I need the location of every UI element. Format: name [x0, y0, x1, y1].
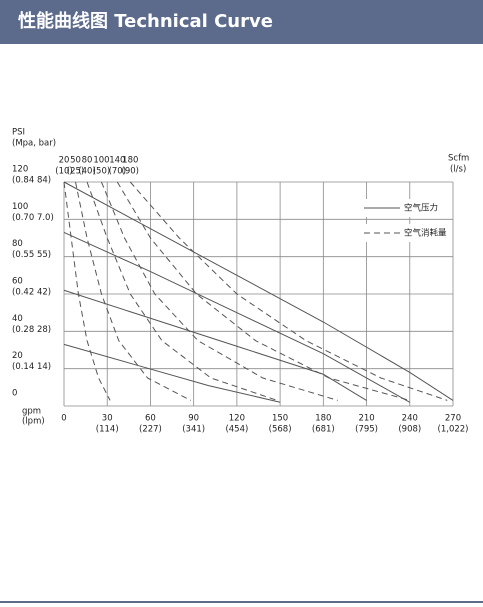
- x-tick-label: 90: [188, 414, 199, 424]
- air-pressure-curve: [63, 289, 367, 401]
- curve-label: 100: [93, 156, 109, 166]
- curve-label-secondary: (50): [93, 167, 110, 177]
- y-tick-label: 80: [12, 239, 23, 249]
- y-tick-label-secondary: (0.70 7.0): [12, 213, 54, 223]
- x-tick-label: 0: [61, 414, 66, 424]
- x-tick-label-secondary: (341): [182, 425, 205, 435]
- y-tick-label-secondary: (0.55 55): [12, 250, 51, 260]
- x-tick-label: 120: [229, 414, 245, 424]
- x-label: gpm: [22, 407, 41, 417]
- legend-label: 空气消耗量: [404, 228, 447, 239]
- curve-label-secondary: (10): [55, 167, 72, 177]
- y-tick-label: 20: [12, 351, 23, 361]
- x-tick-label-secondary: (227): [139, 425, 162, 435]
- x-tick-label: 210: [358, 414, 374, 424]
- x-tick-label-secondary: (568): [269, 425, 292, 435]
- x-tick-label: 270: [445, 414, 461, 424]
- air-consumption-curve: [86, 181, 278, 401]
- y-tick-label-secondary: (0.84 84): [12, 176, 51, 186]
- x-tick-label: 240: [402, 414, 418, 424]
- air-consumption-curve: [75, 181, 192, 401]
- curve-label-secondary: (70): [109, 167, 126, 177]
- chart-title: 性能曲线图 Technical Curve: [18, 10, 273, 32]
- curve-label: 140: [109, 156, 125, 166]
- air-consumption-curve: [129, 181, 448, 401]
- air-consumption-curve: [116, 181, 410, 401]
- air-consumption-curve: [63, 181, 111, 401]
- curve-label-secondary: (90): [122, 167, 139, 177]
- y-label-secondary: (Mpa, bar): [12, 139, 56, 149]
- x-tick-label-secondary: (114): [96, 425, 119, 435]
- curve-label-secondary: (25): [67, 167, 84, 177]
- x-tick-label-secondary: (1,022): [438, 425, 469, 435]
- legend-label: 空气压力: [404, 203, 438, 214]
- top-label-secondary: (l/s): [450, 165, 466, 175]
- x-tick-label-secondary: (795): [355, 425, 378, 435]
- air-pressure-curve: [63, 231, 411, 403]
- air-consumption-curve: [100, 181, 338, 401]
- y-tick-label: 120: [12, 165, 28, 175]
- y-label: PSI: [12, 128, 25, 138]
- y-tick-label: 40: [12, 314, 23, 324]
- air-pressure-curve: [63, 181, 454, 401]
- x-tick-label-secondary: (908): [398, 425, 421, 435]
- y-tick-label: 0: [12, 389, 17, 399]
- x-tick-label: 30: [102, 414, 113, 424]
- header-bar: [0, 0, 483, 44]
- air-pressure-curve: [63, 343, 281, 403]
- y-tick-label-secondary: (0.42 42): [12, 288, 51, 298]
- x-tick-label: 180: [315, 414, 331, 424]
- y-tick-label: 100: [12, 202, 28, 212]
- x-tick-label: 150: [272, 414, 288, 424]
- x-label-secondary: (lpm): [22, 417, 45, 427]
- curve-label: 80: [82, 156, 93, 166]
- curve-label: 50: [70, 156, 81, 166]
- x-tick-label-secondary: (454): [225, 425, 248, 435]
- x-tick-label-secondary: (681): [312, 425, 335, 435]
- y-tick-label-secondary: (0.28 28): [12, 325, 51, 335]
- legend-bg: [360, 199, 450, 217]
- curve-label: 20: [59, 156, 70, 166]
- top-label: Scfm: [448, 154, 469, 164]
- legend-bg: [360, 224, 450, 242]
- y-tick-label: 60: [12, 277, 23, 287]
- curve-label: 180: [122, 156, 138, 166]
- curve-label-secondary: (40): [78, 167, 95, 177]
- y-tick-label-secondary: (0.14 14): [12, 362, 51, 372]
- x-tick-label: 60: [145, 414, 156, 424]
